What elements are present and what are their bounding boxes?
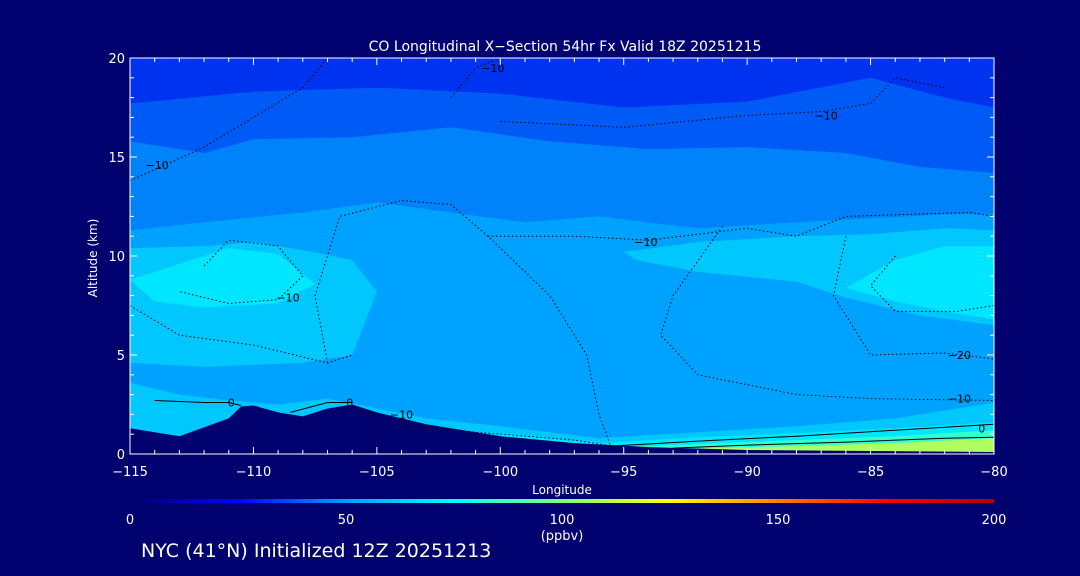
x-tick-label-5: −90 <box>733 465 760 480</box>
fill-band-cyan-7 <box>845 246 994 320</box>
contour-minus10-0 <box>130 58 328 182</box>
chart-title: CO Longitudinal X−Section 54hr Fx Valid … <box>369 39 762 55</box>
colorbar-tick-label-4: 200 <box>982 513 1007 528</box>
y-tick-label-3: 15 <box>108 151 125 166</box>
x-axis: −115 −110 −105 −100 −95 −90 −85 −80 <box>112 58 1008 480</box>
contour-label-2: −10 <box>814 109 837 122</box>
contour-0-14 <box>611 423 994 447</box>
colorbar-tick-label-3: 150 <box>766 513 791 528</box>
colorbar-tick-label-0: 0 <box>126 513 134 528</box>
contour-label-9: 0 <box>346 397 353 410</box>
contour-minus10-6 <box>487 211 994 241</box>
x-tick-label-3: −100 <box>482 465 518 480</box>
footer-init-info: NYC (41°N) Initialized 12Z 20251213 <box>141 540 492 562</box>
contour-minus10-7 <box>487 235 612 449</box>
contour-label-1: −10 <box>146 159 169 172</box>
contour-minus10-1 <box>450 58 501 98</box>
y-tick-label-0: 0 <box>117 448 125 463</box>
co-concentration-fill <box>130 58 994 454</box>
contour-0-12 <box>154 400 242 406</box>
contour-label-10: 0 <box>978 422 985 435</box>
colorbar <box>130 499 994 503</box>
x-tick-label-6: −85 <box>857 465 884 480</box>
contour-minus20-9 <box>832 236 994 360</box>
colorbar-tick-label-2: 100 <box>550 513 575 528</box>
terrain-polygon <box>130 404 994 454</box>
colorbar-tick-label-1: 50 <box>338 513 355 528</box>
contour-label-8: 0 <box>228 397 235 410</box>
x-tick-label-2: −105 <box>359 465 395 480</box>
contour-minus10-5 <box>314 200 489 363</box>
contour-0-13 <box>290 402 353 413</box>
contour-minus10-10 <box>869 255 994 312</box>
x-tick-label-4: −95 <box>610 465 637 480</box>
contour-label-5: −20 <box>948 349 971 362</box>
x-tick-label-0: −115 <box>112 465 148 480</box>
contour-minus10-4 <box>130 305 353 364</box>
fill-band-cyan-6 <box>130 248 316 308</box>
contour-label-6: −10 <box>948 393 971 406</box>
fill-band-light_green-11 <box>673 438 994 454</box>
y-axis: 0 5 10 15 20 <box>108 52 994 463</box>
colorbar-ticks: 0 50 100 150 200 <box>126 513 1007 528</box>
y-axis-label: Altitude (km) <box>86 219 100 298</box>
contour-minus10-8 <box>660 226 994 401</box>
contour-label-7: −10 <box>390 408 413 421</box>
contour-unlabeled-15 <box>673 436 994 449</box>
y-tick-label-4: 20 <box>108 52 125 67</box>
y-tick-label-1: 5 <box>117 349 125 364</box>
contour-labels: −10 −10 −10 −10 −10 −20 −10 −10 0 0 0 <box>146 62 986 435</box>
x-tick-label-1: −110 <box>236 465 272 480</box>
contour-lines <box>130 58 994 449</box>
contour-label-4: −10 <box>634 236 657 249</box>
y-tick-label-2: 10 <box>108 250 125 265</box>
contour-label-3: −10 <box>276 292 299 305</box>
colorbar-units: (ppbv) <box>541 529 584 544</box>
contour-label-0: −10 <box>481 62 504 75</box>
terrain-mask <box>130 404 994 454</box>
x-tick-label-7: −80 <box>980 465 1007 480</box>
x-axis-label: Longitude <box>532 483 592 497</box>
